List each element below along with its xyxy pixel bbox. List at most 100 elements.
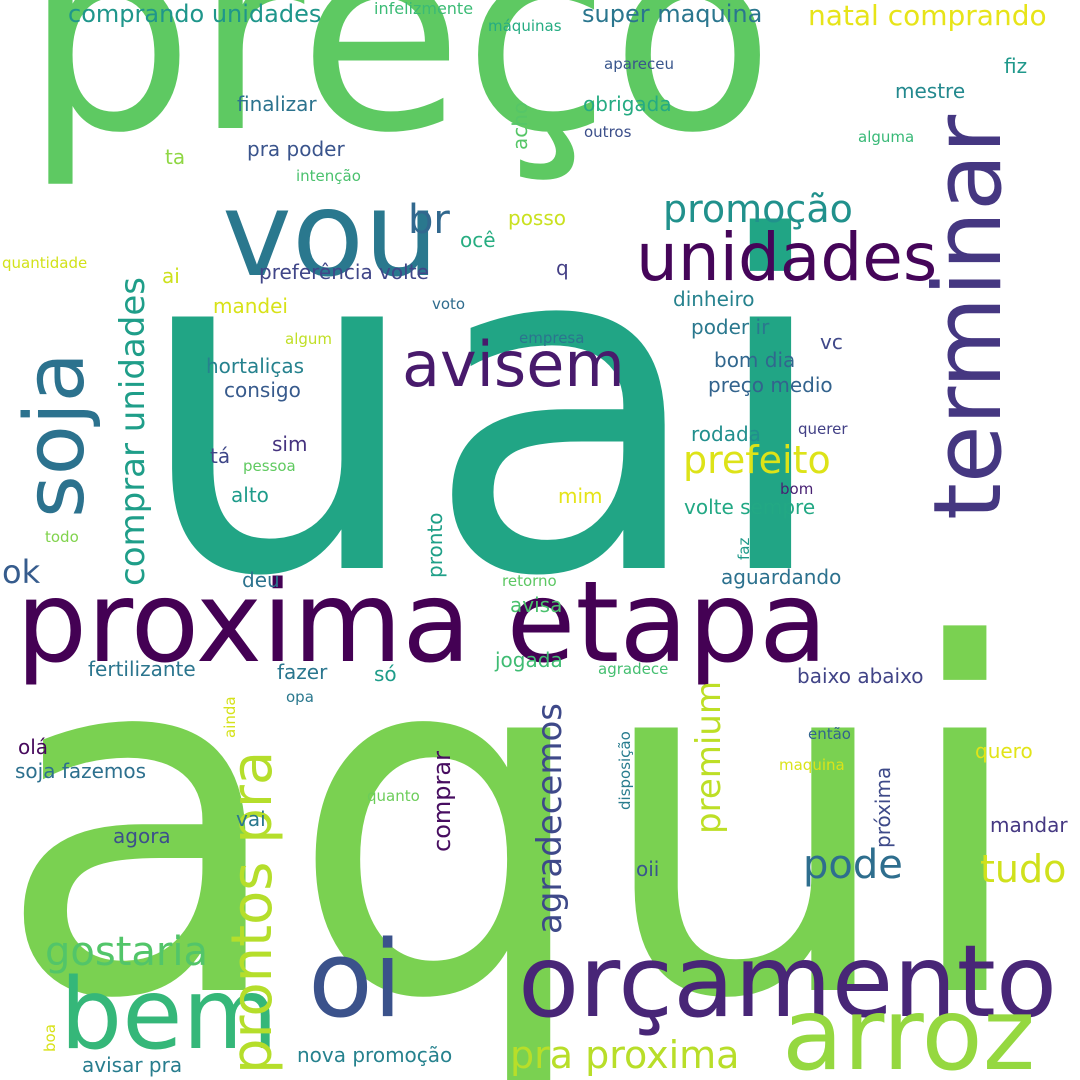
word: tudo — [980, 847, 1067, 891]
word: infelizmente — [374, 0, 474, 18]
word: vc — [820, 330, 843, 354]
word: mestre — [895, 79, 966, 103]
word: pra poder — [247, 137, 345, 161]
word: fazer — [277, 660, 328, 684]
word: br — [408, 197, 450, 243]
word: alguma — [858, 128, 915, 146]
word: alto — [231, 483, 269, 507]
word: mandei — [213, 294, 288, 318]
word: comprar unidades — [113, 277, 153, 586]
word: oi — [308, 918, 403, 1041]
word: quanto — [367, 787, 420, 805]
word: mim — [558, 484, 603, 508]
word: maquina — [779, 756, 845, 774]
word: vou — [222, 165, 439, 303]
word: jogada — [495, 648, 563, 672]
word: agora — [113, 824, 171, 848]
word: bom dia — [714, 348, 796, 372]
word: outros — [584, 123, 632, 141]
word: preço — [24, 0, 775, 192]
word: pode — [803, 842, 903, 888]
word: mandar — [990, 813, 1068, 837]
word: algum — [285, 330, 332, 348]
word: super maquina — [582, 0, 763, 28]
word: comprar — [428, 751, 456, 852]
word: fertilizante — [88, 657, 196, 681]
word: quantidade — [2, 254, 88, 272]
word: pessoa — [243, 457, 296, 475]
word: querer — [798, 420, 848, 438]
word: baixo abaixo — [797, 664, 924, 688]
word: hortaliças — [206, 354, 305, 378]
word: gostaria — [45, 929, 208, 975]
word: faz — [735, 537, 753, 560]
word: avisar pra — [82, 1053, 183, 1077]
word: prontos pra — [220, 750, 285, 1074]
word: q — [556, 256, 569, 280]
word: promoção — [663, 187, 853, 231]
word: nova promoção — [297, 1043, 453, 1067]
word: soja fazemos — [15, 759, 147, 783]
word: preferência volte — [259, 260, 429, 284]
word: prefeito — [683, 438, 831, 482]
word: avisem — [402, 328, 625, 401]
word: próxima — [871, 766, 895, 848]
word: bem — [60, 958, 278, 1072]
word: apareceu — [604, 55, 674, 73]
word: opa — [286, 688, 314, 706]
word: vai — [236, 807, 266, 831]
word: bom — [780, 480, 814, 498]
word: poder ir — [691, 315, 770, 339]
word: certo feito — [1066, 224, 1080, 760]
word: obrigada — [583, 92, 672, 116]
word: acho — [508, 101, 532, 150]
word: uai — [133, 142, 835, 677]
word: empresa — [519, 329, 585, 347]
word: retorno — [502, 572, 557, 590]
word: sim — [272, 432, 308, 456]
word: tá — [210, 444, 231, 468]
word: então — [808, 725, 851, 743]
word: ocê — [460, 228, 496, 252]
word: só — [374, 662, 397, 686]
word: comprando unidades — [68, 0, 322, 28]
word: fiz — [1004, 54, 1028, 78]
word: avisa — [510, 593, 563, 617]
word: deu — [242, 568, 280, 592]
word: agradece — [598, 660, 669, 678]
word: olá — [18, 735, 49, 759]
word: boa — [41, 1024, 59, 1052]
word: ainda — [221, 696, 239, 738]
word: pra proxima — [510, 1033, 740, 1077]
word: dinheiro — [673, 287, 755, 311]
word: aqui — [0, 545, 1032, 1080]
word: rodada — [691, 422, 761, 446]
word: proxima etapa — [16, 558, 828, 688]
word: arroz — [782, 976, 1036, 1080]
word: orçamento — [518, 923, 1058, 1040]
word: terminar — [914, 114, 1023, 520]
word: intenção — [296, 167, 361, 185]
word: ai — [162, 264, 180, 288]
word: todo — [45, 528, 79, 546]
word: natal comprando — [808, 0, 1047, 32]
word: aguardando — [721, 565, 842, 589]
word: oii — [636, 857, 660, 881]
word: volte sempre — [684, 495, 816, 519]
word: soja — [8, 352, 103, 518]
word: disposição — [616, 731, 634, 810]
word: consigo — [224, 378, 301, 402]
word: voto — [432, 295, 466, 313]
word: premium — [689, 681, 729, 834]
word: pronto — [423, 512, 447, 578]
word: agradecemos — [530, 703, 570, 934]
word: unidades — [636, 219, 938, 296]
word: posso — [508, 206, 567, 230]
word: ok — [2, 553, 41, 591]
word: máquinas — [488, 17, 562, 35]
word: finalizar — [237, 92, 317, 116]
word: preço medio — [708, 373, 833, 397]
word: ta — [165, 145, 186, 169]
word: quero — [975, 739, 1033, 763]
